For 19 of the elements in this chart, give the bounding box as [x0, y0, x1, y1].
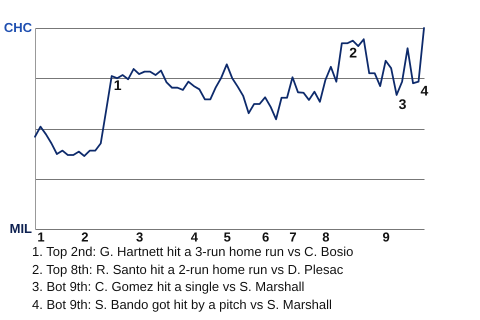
x-tick-label: 9	[382, 230, 390, 244]
text: 2. Top 8th: R. Santo hit a 2-run home run vs D. Plesac	[32, 260, 344, 278]
x-tick-label: 8	[322, 230, 330, 244]
text: 4. Bot 9th: S. Bando got hit by a pitch vs S. Marshall	[32, 296, 333, 313]
x-tick-label: 7	[289, 230, 297, 244]
x-tick-label: 1	[37, 230, 45, 244]
annotation: 1	[114, 77, 122, 94]
x-tick-label: 2	[81, 230, 88, 244]
x-tick-label: 3	[136, 230, 144, 244]
text: 1. Top 2nd: G. Hartnett hit a 3-run home run vs C. Bosio	[32, 243, 354, 260]
annotation: 3	[398, 96, 407, 112]
annotation: 2	[349, 44, 358, 60]
text: MIL	[10, 221, 32, 236]
x-tick-label: 5	[224, 230, 231, 244]
x-tick-label: 4	[190, 230, 199, 244]
x-tick-label: 6	[262, 230, 270, 244]
text: 3. Bot 9th: C. Gomez hit a single vs S. Marshall	[32, 278, 306, 296]
annotation: 4	[420, 82, 429, 99]
text: CHC	[4, 20, 33, 35]
